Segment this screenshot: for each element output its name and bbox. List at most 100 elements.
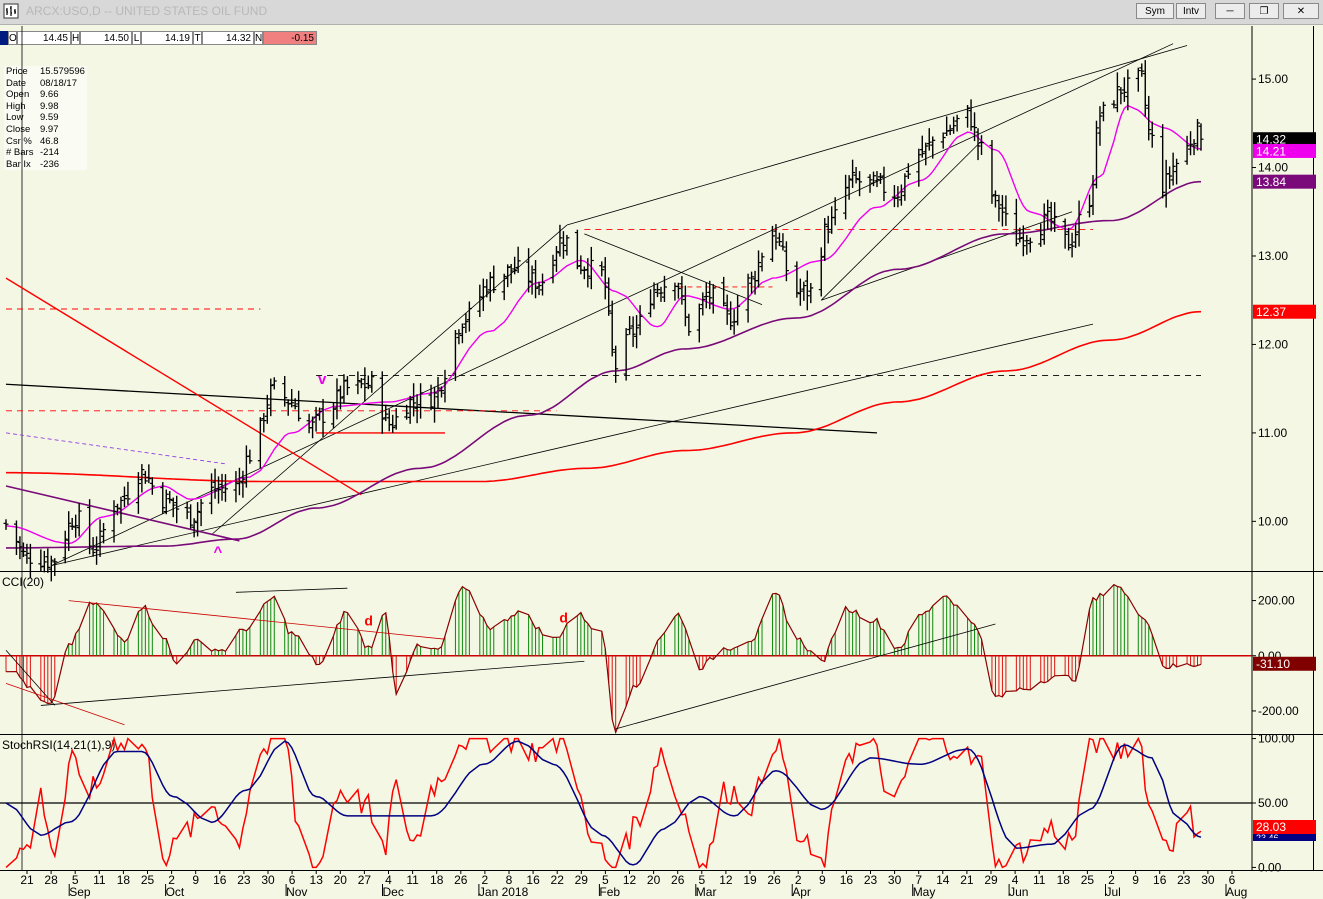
price-label: 14.21 [1256, 144, 1286, 158]
ohlc-bar [703, 282, 709, 309]
interval-button[interactable]: Intv [1176, 3, 1206, 19]
month-label: Jul [1106, 885, 1121, 899]
y-tick-label: 14.00 [1258, 161, 1288, 175]
trendline [820, 140, 982, 301]
x-tick-label: 11 [406, 873, 419, 887]
price-label-bg [1253, 174, 1316, 189]
cursor-info-value: 9.98 [40, 100, 59, 112]
open-value: 14.45 [17, 31, 71, 45]
ohlc-bar [41, 550, 47, 573]
cci-annotation-marker: d [559, 610, 568, 626]
ohlc-bar [686, 313, 692, 336]
x-tick-label: 30 [1201, 873, 1215, 887]
ohlc-bar [992, 190, 998, 208]
ohlc-bar [320, 398, 326, 437]
close-button[interactable]: ✕ [1283, 3, 1319, 19]
ohlc-bar [167, 490, 173, 504]
ohlc-bar [438, 386, 444, 398]
net-label: N [254, 31, 263, 45]
ohlc-bar [1139, 63, 1145, 77]
ohlc-bar [313, 406, 319, 432]
month-label: Feb [599, 885, 620, 899]
y-tick-label: 10.00 [1258, 514, 1288, 528]
minimize-icon: ─ [1226, 6, 1234, 17]
ohlc-bar [160, 482, 166, 515]
ohlc-bar [456, 329, 462, 345]
ohlc-bar [233, 471, 239, 503]
high-label: H [71, 31, 80, 45]
cursor-info-key: # Bars [6, 147, 34, 159]
cci-last-value-label: -31.10 [1256, 657, 1290, 671]
ohlc-bar [209, 473, 215, 515]
minimize-button[interactable]: ─ [1215, 3, 1245, 19]
ohlc-bar [383, 404, 389, 422]
month-label: Mar [696, 885, 717, 899]
ohlc-bar [1163, 159, 1169, 208]
ohlc-bar [90, 537, 96, 557]
x-tick-label: 23 [1177, 873, 1191, 887]
x-tick-label: 16 [213, 873, 227, 887]
interval-button-label: Intv [1182, 6, 1200, 17]
ohlc-bar [292, 398, 298, 410]
trendline-purple [5, 485, 240, 542]
y-tick-label: 15.00 [1258, 72, 1288, 86]
x-tick-label: 26 [671, 873, 685, 887]
ohlc-bar [965, 105, 971, 128]
symbol-button[interactable]: Sym [1136, 3, 1174, 19]
cursor-info-value: 9.66 [40, 89, 59, 101]
x-tick-label: 12 [719, 873, 733, 887]
stochrsi-k-last-label: 28.03 [1256, 820, 1286, 834]
x-tick-label: 9 [1132, 873, 1139, 887]
ohlc-bar [404, 404, 410, 420]
ohlc-bar [212, 468, 218, 499]
cci-last-value-bg [1253, 656, 1316, 671]
ohlc-bar [735, 295, 741, 326]
ohlc-bar [358, 378, 364, 389]
ohlc-bar [968, 99, 974, 131]
ohlc-bar [679, 276, 685, 305]
ohlc-bar [1111, 100, 1117, 109]
cursor-info-row: Bar Ix -236 [6, 159, 85, 171]
price-label: 13.84 [1256, 175, 1286, 189]
ohlc-bar [1125, 69, 1131, 111]
open-label: O [8, 31, 17, 45]
x-tick-label: 11 [1033, 873, 1046, 887]
ohlc-bar [749, 271, 755, 294]
ohlc-bar [602, 257, 608, 300]
ohlc-bar [97, 519, 103, 557]
ohlc-bar [1100, 101, 1106, 122]
ohlc-bar [1052, 202, 1058, 232]
ohlc-bar [902, 173, 908, 201]
ohlc-bar [184, 501, 190, 520]
ohlc-bar [38, 549, 44, 572]
trendline [566, 45, 1188, 226]
ohlc-bar [365, 375, 371, 390]
ohlc-bar [306, 413, 312, 434]
restore-button[interactable]: ❐ [1249, 3, 1279, 19]
x-tick-label: 27 [358, 873, 372, 887]
ohlc-bar [236, 467, 242, 496]
ohlc-bar [867, 174, 873, 193]
cursor-info-row: Csr % 46.8 [6, 136, 85, 148]
month-label: Oct [166, 885, 185, 899]
ohlc-bar [846, 175, 852, 200]
x-tick-label: 30 [888, 873, 902, 887]
ohlc-bar [114, 503, 120, 516]
dashed-trendline [5, 432, 226, 465]
ohlc-bar [1191, 139, 1197, 156]
ohlc-bar [1198, 123, 1204, 151]
ohlc-bar [261, 413, 267, 433]
ohlc-bar [1188, 131, 1194, 156]
ohlc-bar [1045, 199, 1051, 230]
ohlc-bar [501, 273, 507, 301]
ohlc-bar [512, 256, 518, 275]
ohlc-bar [264, 394, 270, 424]
x-tick-label: 11 [93, 873, 106, 887]
ohlc-bar [1121, 77, 1127, 102]
ohlc-bar [954, 114, 960, 132]
ohlc-bar [191, 518, 197, 538]
stochrsi-y-tick-label: 50.00 [1258, 796, 1288, 810]
x-tick-label: 2 [795, 873, 802, 887]
x-tick-label: 19 [743, 873, 757, 887]
ohlc-bar [466, 301, 472, 332]
